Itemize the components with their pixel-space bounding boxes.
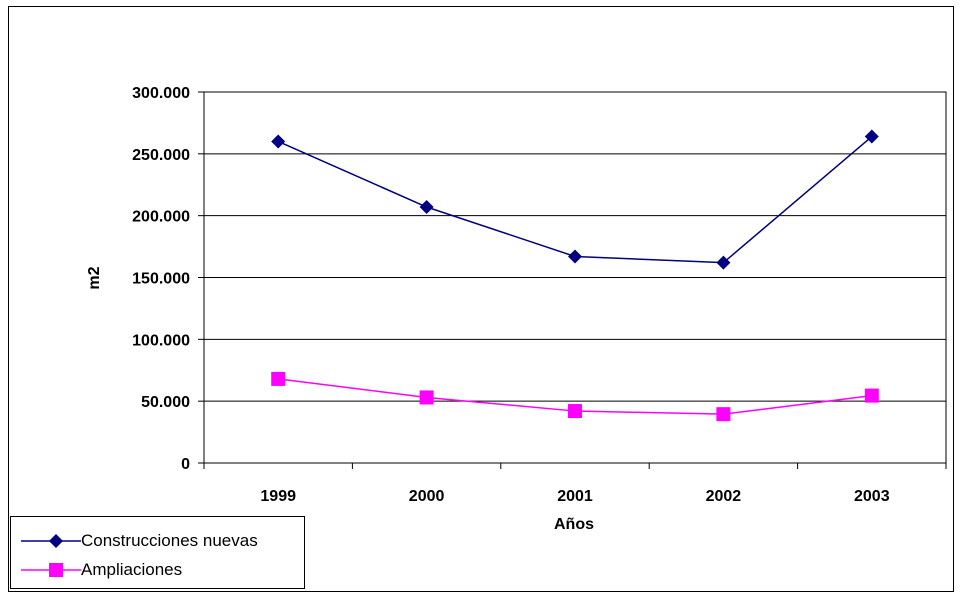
y-axis-title: m2 (86, 266, 103, 289)
legend-label-construcciones: Construcciones nuevas (81, 531, 258, 550)
y-tick-label: 300.000 (132, 85, 190, 102)
data-point (271, 134, 286, 149)
legend-diamond-marker-icon (21, 534, 81, 548)
y-tick-label: 0 (181, 456, 190, 473)
x-tick-label: 1999 (260, 488, 296, 505)
data-point (419, 390, 434, 405)
series-layer (271, 129, 879, 422)
x-tick-label: 2000 (409, 488, 445, 505)
data-point (568, 404, 582, 419)
data-point (716, 255, 731, 270)
legend-label-ampliaciones: Ampliaciones (81, 560, 183, 579)
x-tick-label: 2001 (557, 488, 593, 505)
y-tick-labels: 0 50.000 100.000 150.000 200.000 250.000 300.0… (132, 85, 190, 473)
x-tick-labels: 1999 2000 2001 2002 2003 (260, 488, 889, 505)
x-axis-title: Años (554, 516, 594, 533)
gridlines (204, 153, 946, 402)
x-tick-label: 2003 (854, 488, 890, 505)
y-tick-label: 150.000 (132, 271, 190, 288)
y-tick-label: 200.000 (132, 209, 190, 226)
axes (198, 91, 947, 469)
data-point (419, 200, 434, 215)
data-point (864, 129, 879, 144)
x-tick-label: 2002 (706, 488, 742, 505)
data-point (716, 407, 731, 422)
y-tick-label: 250.000 (132, 147, 190, 164)
series-ampliaciones (271, 371, 879, 422)
legend-item-construcciones: Construcciones nuevas (11, 529, 258, 553)
legend-item-ampliaciones: Ampliaciones (11, 558, 182, 582)
y-tick-label: 50.000 (141, 394, 190, 411)
data-point (271, 371, 286, 386)
data-point (568, 249, 582, 264)
data-point (864, 388, 879, 403)
legend: Construcciones nuevas Ampliaciones (10, 516, 305, 589)
series-construcciones-nuevas (271, 129, 879, 270)
legend-square-marker-icon (21, 563, 81, 577)
y-tick-label: 100.000 (132, 332, 190, 349)
